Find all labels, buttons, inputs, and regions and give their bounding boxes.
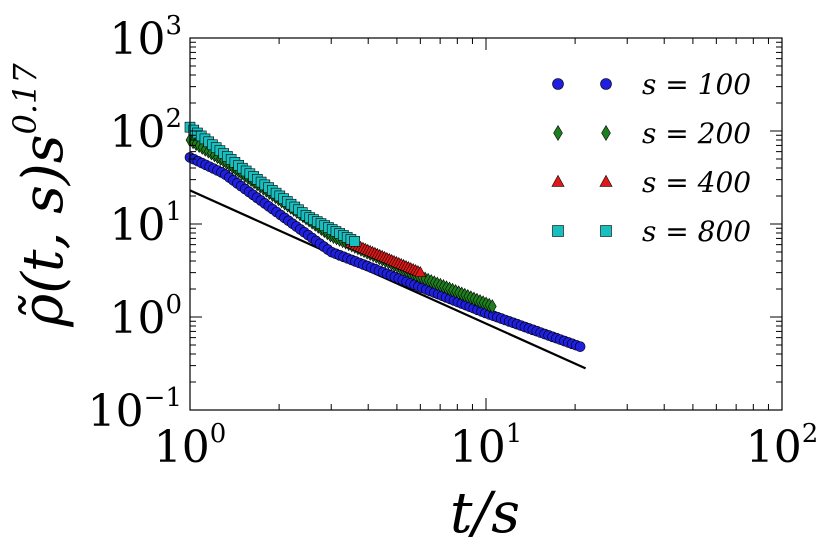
legend-marker xyxy=(552,225,564,237)
x-axis-label: t/s xyxy=(450,481,520,546)
legend-marker xyxy=(552,78,564,90)
series-2 xyxy=(345,236,427,277)
legend-label: s = 800 xyxy=(642,215,751,248)
x-tick-label: 100 xyxy=(154,419,227,473)
legend-marker xyxy=(599,174,613,187)
legend-marker xyxy=(600,78,612,90)
x-tick-label: 102 xyxy=(746,419,819,473)
legend-marker xyxy=(551,174,565,187)
legend-label: s = 400 xyxy=(642,166,751,199)
legend-label: s = 200 xyxy=(642,117,751,150)
legend-label: s = 100 xyxy=(642,68,751,101)
plot-area xyxy=(184,121,587,370)
legend-marker xyxy=(600,225,612,237)
series-0 xyxy=(184,152,586,352)
y-tick-label: 102 xyxy=(109,104,182,158)
ticks xyxy=(189,38,782,411)
legend-marker xyxy=(553,124,563,142)
y-axis-label-exp: 0.17 xyxy=(6,63,44,135)
y-axis-label-base: ρ̃(t, s)s xyxy=(11,135,76,328)
data-point xyxy=(574,341,586,352)
y-tick-label: 100 xyxy=(109,290,182,344)
legend: s = 100 s = 200 s = 400 s = 800 xyxy=(551,68,751,248)
legend-marker xyxy=(601,124,611,142)
x-tick-label: 101 xyxy=(450,419,523,473)
data-point xyxy=(414,266,427,277)
y-tick-label: 103 xyxy=(109,11,182,65)
y-tick-label: 10−1 xyxy=(88,383,182,437)
y-tick-label: 101 xyxy=(109,197,182,251)
data-point xyxy=(487,299,497,314)
y-axis-label: ρ̃(t, s)s0.17 xyxy=(6,63,76,328)
series-3 xyxy=(184,121,360,247)
data-point xyxy=(349,236,360,247)
